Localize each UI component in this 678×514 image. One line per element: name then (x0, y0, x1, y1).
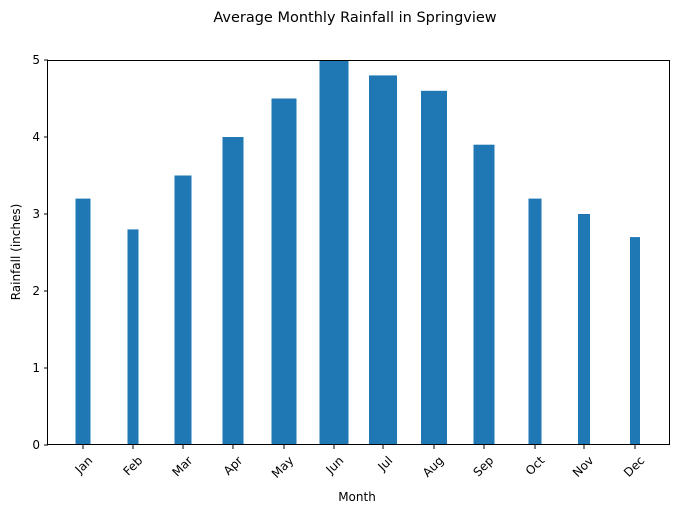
x-tick-label-may: May (269, 453, 296, 480)
x-tick-label-apr: Apr (221, 453, 246, 478)
x-axis-label: Month (338, 490, 376, 504)
y-tick-label-1: 1 (32, 361, 40, 375)
x-tick-label-sep: Sep (470, 453, 496, 479)
x-tick-label-nov: Nov (570, 453, 596, 479)
bar-may (271, 98, 297, 445)
y-tick-label-3: 3 (32, 207, 40, 221)
bar-jun (319, 60, 349, 445)
y-tick-label-5: 5 (32, 53, 40, 67)
bar-jul (369, 75, 397, 446)
x-axis: Jan Feb Mar Apr May Jun Jul Aug Sep Oct Nov Dec (72, 445, 647, 481)
x-tick-label-feb: Feb (120, 453, 145, 478)
bar-nov (578, 214, 590, 445)
bar-feb (127, 229, 139, 445)
y-tick-label-4: 4 (32, 130, 40, 144)
bar-apr (222, 137, 244, 445)
x-tick-label-jan: Jan (72, 453, 96, 477)
plot-frame (47, 60, 670, 445)
x-tick-label-mar: Mar (169, 453, 195, 479)
bar-aug (421, 90, 447, 446)
bar-sep (473, 144, 495, 445)
x-tick-label-dec: Dec (621, 453, 647, 479)
bar-jan (75, 198, 91, 445)
x-tick-label-jun: Jun (322, 453, 346, 477)
y-tick-label-0: 0 (32, 438, 40, 452)
x-tick-label-aug: Aug (420, 453, 446, 479)
y-tick-label-2: 2 (32, 284, 40, 298)
bar-oct (528, 198, 542, 445)
bar-dec (630, 237, 640, 445)
chart-title: Average Monthly Rainfall in Springview (213, 10, 496, 26)
x-tick-label-oct: Oct (523, 453, 548, 478)
y-axis-label: Rainfall (inches) (9, 204, 23, 301)
y-axis: 0 1 2 3 4 5 (32, 53, 48, 452)
x-tick-label-jul: Jul (374, 453, 395, 474)
bars-group (75, 60, 640, 446)
bar-mar (174, 175, 192, 445)
